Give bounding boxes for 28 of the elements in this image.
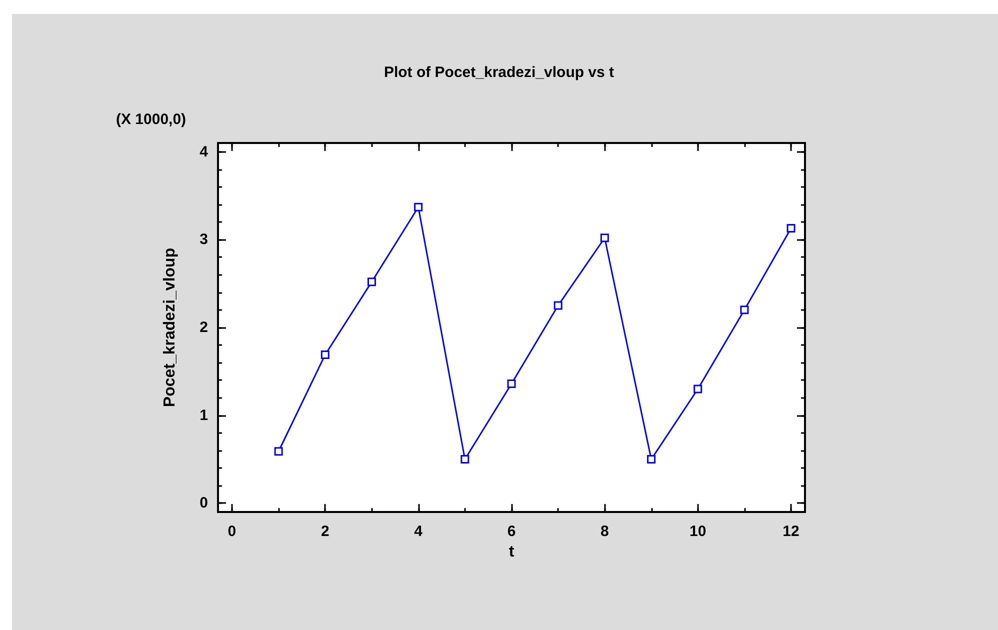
text: (X 1000,0) xyxy=(116,111,186,128)
x-tick-label: 4 xyxy=(414,523,424,540)
y-axis-title: Pocet_kradezi_vloup xyxy=(162,248,178,408)
point xyxy=(367,278,376,286)
point xyxy=(554,301,562,310)
point xyxy=(460,455,470,464)
point xyxy=(507,379,516,388)
point xyxy=(694,384,702,394)
x-axis-title: t xyxy=(508,544,515,560)
x-tick-label: 12 xyxy=(782,523,800,540)
y-tick-label: 1 xyxy=(200,406,208,424)
chart-title: Plot of Pocet_kradezi_vloup vs t xyxy=(384,64,614,81)
point xyxy=(600,234,609,242)
point xyxy=(414,202,423,212)
x-tick-label: 10 xyxy=(690,523,706,540)
x-tick-label: 2 xyxy=(320,523,330,540)
point xyxy=(274,447,283,456)
x-tick-label: 0 xyxy=(228,523,236,540)
y-tick-label: 3 xyxy=(200,231,208,248)
y-tick-label: 4 xyxy=(200,143,209,160)
x-tick-label: 6 xyxy=(507,523,516,540)
x-tick-label: 8 xyxy=(600,523,609,540)
point xyxy=(740,306,749,314)
y-tick-label: 0 xyxy=(200,494,208,512)
point xyxy=(647,455,656,464)
point xyxy=(786,224,796,232)
point xyxy=(320,350,330,359)
y-tick-label: 2 xyxy=(200,319,208,336)
